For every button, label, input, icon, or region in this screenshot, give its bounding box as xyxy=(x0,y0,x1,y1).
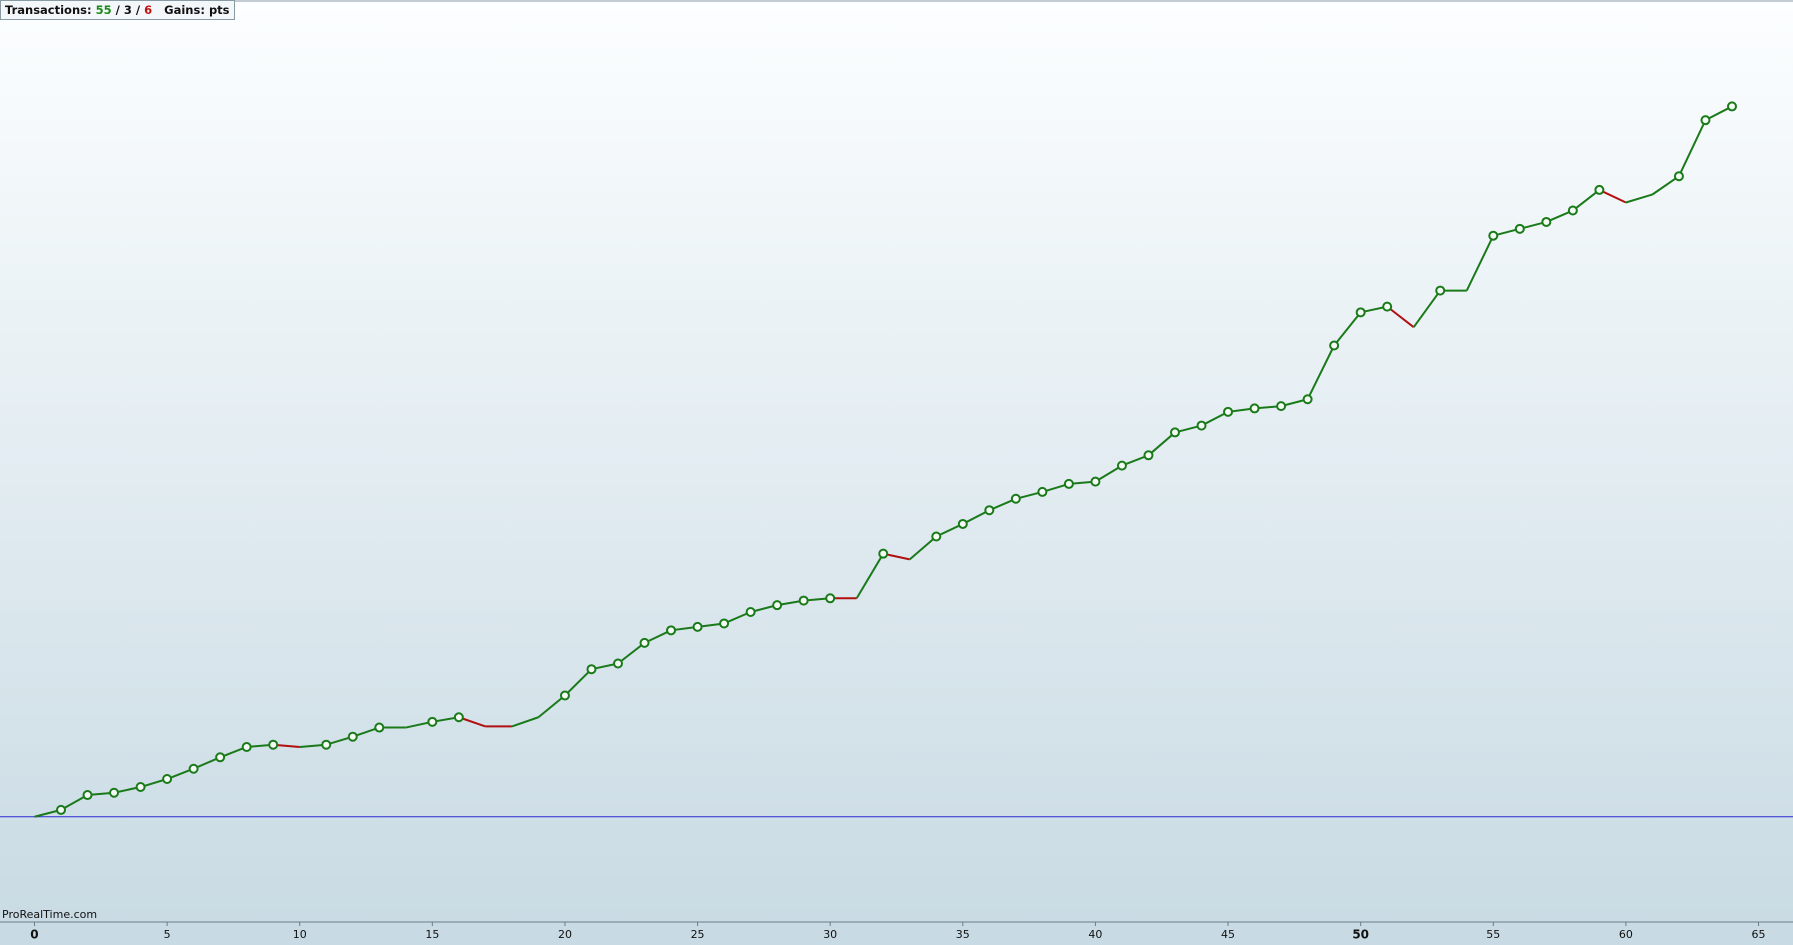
trade-marker xyxy=(1196,420,1207,431)
watermark: ProRealTime.com xyxy=(2,908,97,921)
trade-marker xyxy=(1673,171,1684,182)
trade-marker xyxy=(109,787,120,798)
trade-marker xyxy=(1382,301,1393,312)
x-tick-label: 45 xyxy=(1221,928,1235,941)
trade-marker xyxy=(135,782,146,793)
trade-marker xyxy=(82,790,93,801)
trade-marker xyxy=(1488,230,1499,241)
trade-marker xyxy=(878,548,889,559)
x-tick-label: 5 xyxy=(164,928,171,941)
equity-segment xyxy=(855,553,885,599)
trade-marker xyxy=(453,712,464,723)
trade-marker xyxy=(1355,307,1366,318)
trade-marker xyxy=(1514,223,1525,234)
equity-segment xyxy=(1386,305,1415,328)
trade-marker xyxy=(1010,493,1021,504)
trade-marker xyxy=(1143,450,1154,461)
x-tick-label: 65 xyxy=(1752,928,1766,941)
trade-marker xyxy=(268,739,279,750)
equity-segment xyxy=(1094,464,1123,483)
equity-segment xyxy=(1306,345,1336,400)
trade-marker xyxy=(1700,115,1711,126)
trade-marker xyxy=(798,595,809,606)
equity-segment xyxy=(1678,119,1707,177)
x-tick-label: 30 xyxy=(823,928,837,941)
trade-marker xyxy=(719,618,730,629)
trade-marker xyxy=(215,752,226,763)
equity-segment xyxy=(1625,193,1653,204)
equity-segment xyxy=(1147,431,1176,457)
equity-segment xyxy=(909,535,937,561)
trade-marker xyxy=(1063,478,1074,489)
trade-marker xyxy=(347,731,358,742)
x-tick-label: 50 xyxy=(1352,928,1369,942)
neutral: 3 xyxy=(123,3,132,17)
losses: 6 xyxy=(144,3,153,17)
equity-segment xyxy=(1465,235,1495,292)
trade-marker xyxy=(1329,340,1340,351)
equity-segment xyxy=(60,794,89,811)
separator: / xyxy=(115,3,120,17)
gains-label: Gains: xyxy=(164,3,205,17)
trade-marker xyxy=(162,774,173,785)
equity-segment xyxy=(511,716,539,728)
trade-marker xyxy=(188,763,199,774)
equity-segment xyxy=(1651,175,1680,196)
trade-marker xyxy=(825,593,836,604)
x-tick-label: 0 xyxy=(30,928,38,942)
trade-marker xyxy=(1116,460,1127,471)
trade-marker xyxy=(1249,403,1260,414)
trade-marker xyxy=(321,739,332,750)
equity-segment xyxy=(617,642,646,665)
x-tick-label: 25 xyxy=(691,928,705,941)
x-tick-label: 60 xyxy=(1619,928,1633,941)
equity-segment xyxy=(564,668,593,697)
x-tick-label: 15 xyxy=(425,928,439,941)
wins: 55 xyxy=(95,3,112,17)
trade-marker xyxy=(586,664,597,675)
trade-marker xyxy=(241,741,252,752)
trade-marker xyxy=(745,607,756,618)
header: Transactions: 55 / 3 / 6 Gains: pts xyxy=(0,0,235,20)
separator: / xyxy=(135,3,141,17)
trade-marker xyxy=(984,505,995,516)
trade-marker xyxy=(931,531,942,542)
trade-marker xyxy=(1567,205,1578,216)
trade-marker xyxy=(692,621,703,632)
trade-marker xyxy=(772,600,783,611)
trade-marker xyxy=(1302,394,1313,405)
trade-marker xyxy=(613,658,624,669)
equity-segment xyxy=(537,694,566,719)
trade-marker xyxy=(1594,184,1605,195)
equity-segment xyxy=(1572,189,1600,212)
trade-marker xyxy=(1223,406,1234,417)
x-tick-label: 40 xyxy=(1088,928,1102,941)
header-label: Transactions: xyxy=(5,3,92,17)
trade-marker xyxy=(427,716,438,727)
trade-marker xyxy=(1037,486,1048,497)
trade-marker xyxy=(1169,427,1180,438)
trade-marker xyxy=(1541,216,1552,227)
trade-marker xyxy=(1276,401,1287,412)
x-tick-label: 20 xyxy=(558,928,572,941)
trade-marker xyxy=(639,637,650,648)
x-tick-label: 35 xyxy=(956,928,970,941)
gains-unit: pts xyxy=(208,3,230,17)
trade-marker xyxy=(56,804,67,815)
x-tick-label: 55 xyxy=(1486,928,1500,941)
x-tick-label: 10 xyxy=(293,928,307,941)
trade-marker xyxy=(666,625,677,636)
trade-marker xyxy=(957,518,968,529)
trade-marker xyxy=(1090,476,1101,487)
trade-marker xyxy=(1435,285,1446,296)
trade-marker xyxy=(559,690,570,701)
equity-segment xyxy=(1412,290,1442,328)
trade-marker xyxy=(374,722,385,733)
trade-marker xyxy=(1726,101,1737,112)
equity-segment xyxy=(1333,311,1362,347)
